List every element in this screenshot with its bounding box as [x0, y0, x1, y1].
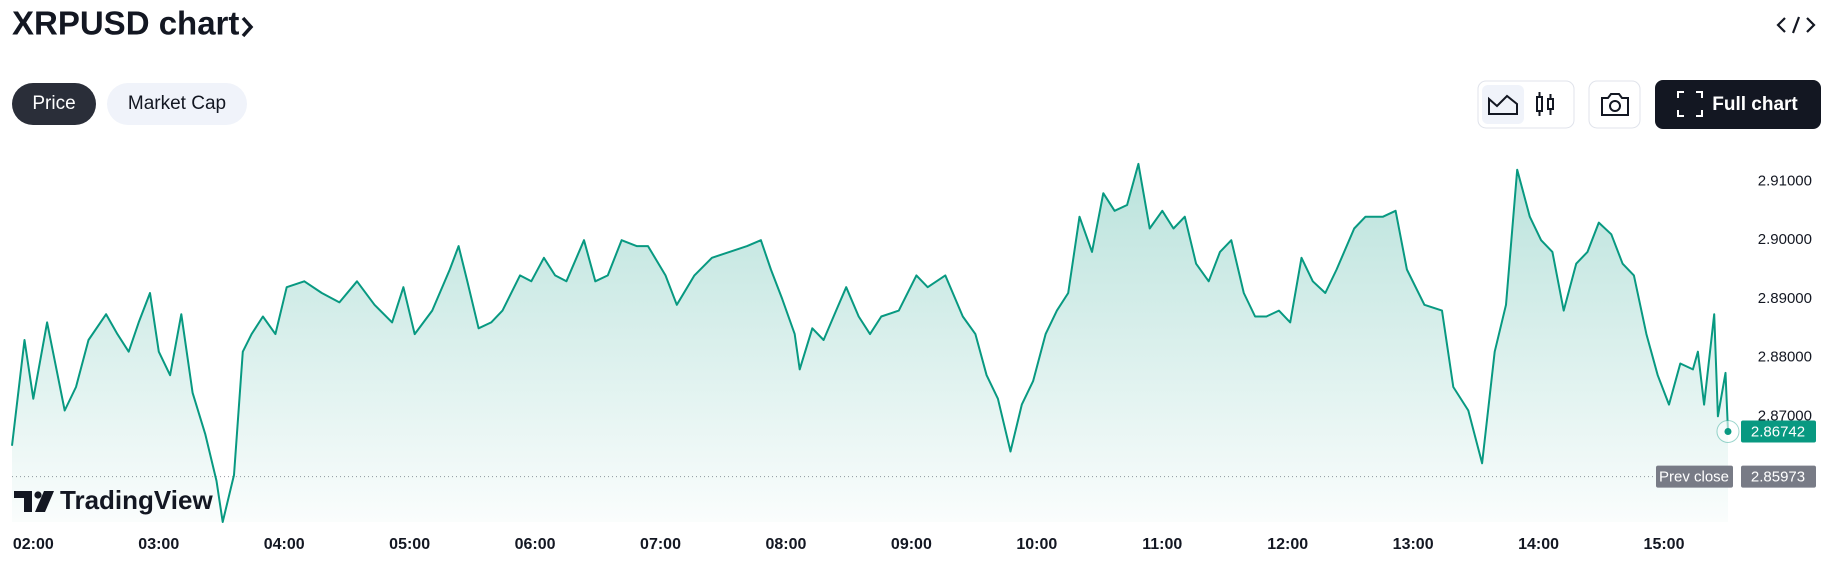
y-tick-label: 2.91000: [1758, 172, 1812, 189]
last-price-tag: [1741, 420, 1816, 443]
price-tab[interactable]: [12, 83, 96, 125]
y-tick-label: 2.90000: [1758, 231, 1812, 248]
x-tick-label: 08:00: [765, 536, 806, 553]
last-price-label: 2.86742: [1751, 423, 1805, 440]
x-tick-label: 15:00: [1644, 536, 1685, 553]
y-tick-label: 2.88000: [1758, 349, 1812, 366]
page-title: XRPUSD chart: [12, 5, 239, 42]
watermark: TradingView: [60, 485, 213, 515]
price-line: [11, 162, 1729, 523]
market-cap-tab-label[interactable]: Market Cap: [128, 93, 226, 114]
x-tick-label: 10:00: [1016, 536, 1057, 553]
area-icon: [1488, 94, 1518, 115]
x-tick-label: 03:00: [138, 536, 179, 553]
x-tick-label: 09:00: [891, 536, 932, 553]
y-tick-label: 2.89000: [1758, 290, 1812, 307]
x-tick-label: 12:00: [1267, 536, 1308, 553]
x-tick-label: 11:00: [1142, 536, 1182, 553]
prev-close-label: Prev close: [1659, 469, 1729, 486]
x-tick-label: 05:00: [389, 536, 430, 553]
market-cap-tab[interactable]: [107, 83, 247, 125]
x-tick-label: 13:00: [1393, 536, 1434, 553]
x-tick-label: 04:00: [264, 536, 305, 553]
x-tick-label: 07:00: [640, 536, 681, 553]
prev-close-value-tag: [1741, 465, 1816, 488]
y-tick-label: 2.87000: [1758, 407, 1812, 424]
prev-close-value: 2.85973: [1751, 469, 1805, 486]
x-tick-label: 02:00: [13, 536, 54, 553]
snapshot-button[interactable]: [1588, 80, 1641, 129]
x-tick-label: 06:00: [515, 536, 556, 553]
tradingview-logo: [14, 491, 54, 512]
last-point: [1724, 427, 1732, 435]
price-area: [12, 163, 1728, 522]
camera-icon: [1601, 93, 1629, 116]
price-tab-label[interactable]: Price: [32, 93, 75, 114]
title-chevron[interactable]: [241, 16, 254, 38]
fullscreen-icon: [1677, 91, 1703, 117]
full-chart-label[interactable]: Full chart: [1712, 94, 1798, 115]
x-tick-label: 14:00: [1518, 536, 1559, 553]
candle-icon[interactable]: [1536, 92, 1554, 116]
embed-icon[interactable]: [1776, 16, 1816, 34]
prev-close-tag: [1656, 465, 1733, 488]
